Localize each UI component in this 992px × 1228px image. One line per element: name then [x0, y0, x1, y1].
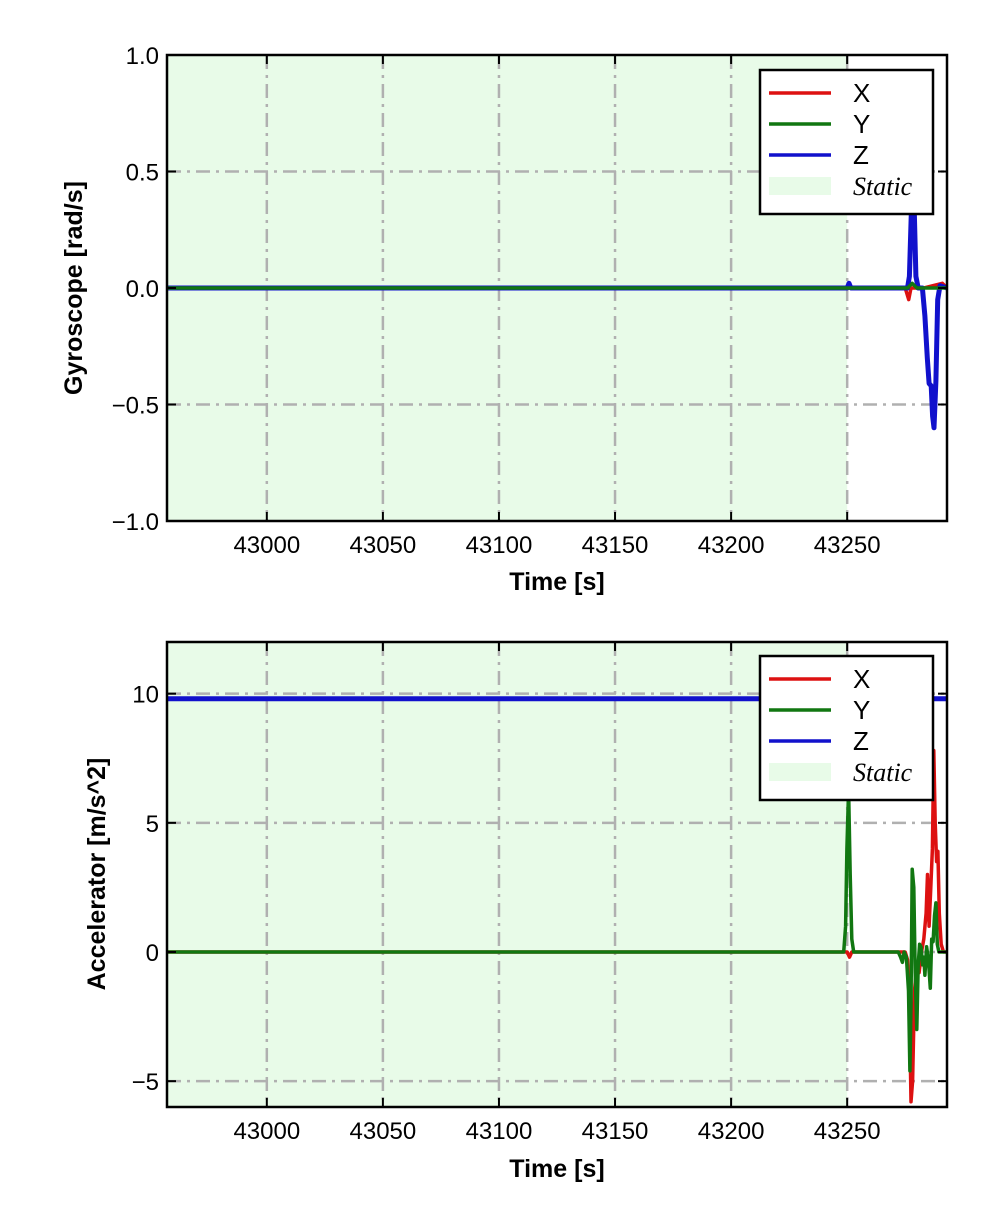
- x-tick-label: 43050: [350, 532, 417, 559]
- series-y-line: [167, 281, 947, 290]
- accelerator-panel: 43000 43050 43100 43150 43200 43250 −5 0 5 10 Tim…: [83, 640, 949, 1183]
- x-tick-label: 43050: [350, 1118, 417, 1145]
- y-tick-label: 0.5: [126, 160, 159, 187]
- y-axis-label: Gyroscope [rad/s]: [60, 181, 88, 395]
- legend: X Y Z Static: [758, 654, 935, 802]
- x-tick-label: 43150: [582, 532, 649, 559]
- legend: X Y Z Static: [758, 68, 935, 216]
- x-tick-label: 43150: [582, 1118, 649, 1145]
- y-tick-label: 0: [146, 940, 159, 967]
- y-tick-label: −1.0: [112, 509, 159, 536]
- plot-frame: [165, 53, 949, 523]
- static-region: [167, 642, 848, 1107]
- plot-frame: [165, 640, 949, 1109]
- x-tick-label: 43200: [698, 532, 765, 559]
- y-tick-label: 5: [146, 811, 159, 838]
- y-tick-label: 1.0: [126, 43, 159, 70]
- x-tick-label: 43250: [814, 532, 881, 559]
- y-tick-label: −0.5: [112, 393, 159, 420]
- y-tick-label: 0.0: [126, 276, 159, 303]
- x-tick-label: 43000: [233, 1118, 300, 1145]
- ticks: 43000 43050 43100 43150 43200 43250 −1.0 −0.5 0.…: [112, 43, 947, 559]
- legend-y-label: Y: [853, 109, 870, 139]
- x-tick-label: 43100: [466, 1118, 533, 1145]
- x-axis-label: Time [s]: [509, 568, 604, 596]
- legend-z-label: Z: [853, 726, 869, 756]
- x-tick-label: 43250: [814, 1118, 881, 1145]
- legend-static-swatch: [769, 177, 831, 195]
- legend-static-swatch: [769, 763, 831, 781]
- series-lines: [167, 180, 949, 431]
- y-tick-label: −5: [132, 1069, 159, 1096]
- x-tick-label: 43100: [466, 532, 533, 559]
- legend-static-label: Static: [853, 758, 913, 787]
- series-y-line: [167, 787, 947, 1073]
- x-axis-label: Time [s]: [509, 1155, 604, 1183]
- x-tick-label: 43000: [233, 532, 300, 559]
- legend-x-label: X: [853, 664, 870, 694]
- legend-static-label: Static: [853, 172, 913, 201]
- ticks: 43000 43050 43100 43150 43200 43250 −5 0 5 10: [132, 642, 947, 1145]
- legend-z-label: Z: [853, 140, 869, 170]
- y-axis-label: Accelerator [m/s^2]: [83, 758, 111, 991]
- x-tick-label: 43200: [698, 1118, 765, 1145]
- legend-y-label: Y: [853, 695, 870, 725]
- gyroscope-panel: 43000 43050 43100 43150 43200 43250 −1.0 −0.5 0.…: [60, 43, 949, 596]
- legend-x-label: X: [853, 78, 870, 108]
- y-tick-label: 10: [132, 682, 159, 709]
